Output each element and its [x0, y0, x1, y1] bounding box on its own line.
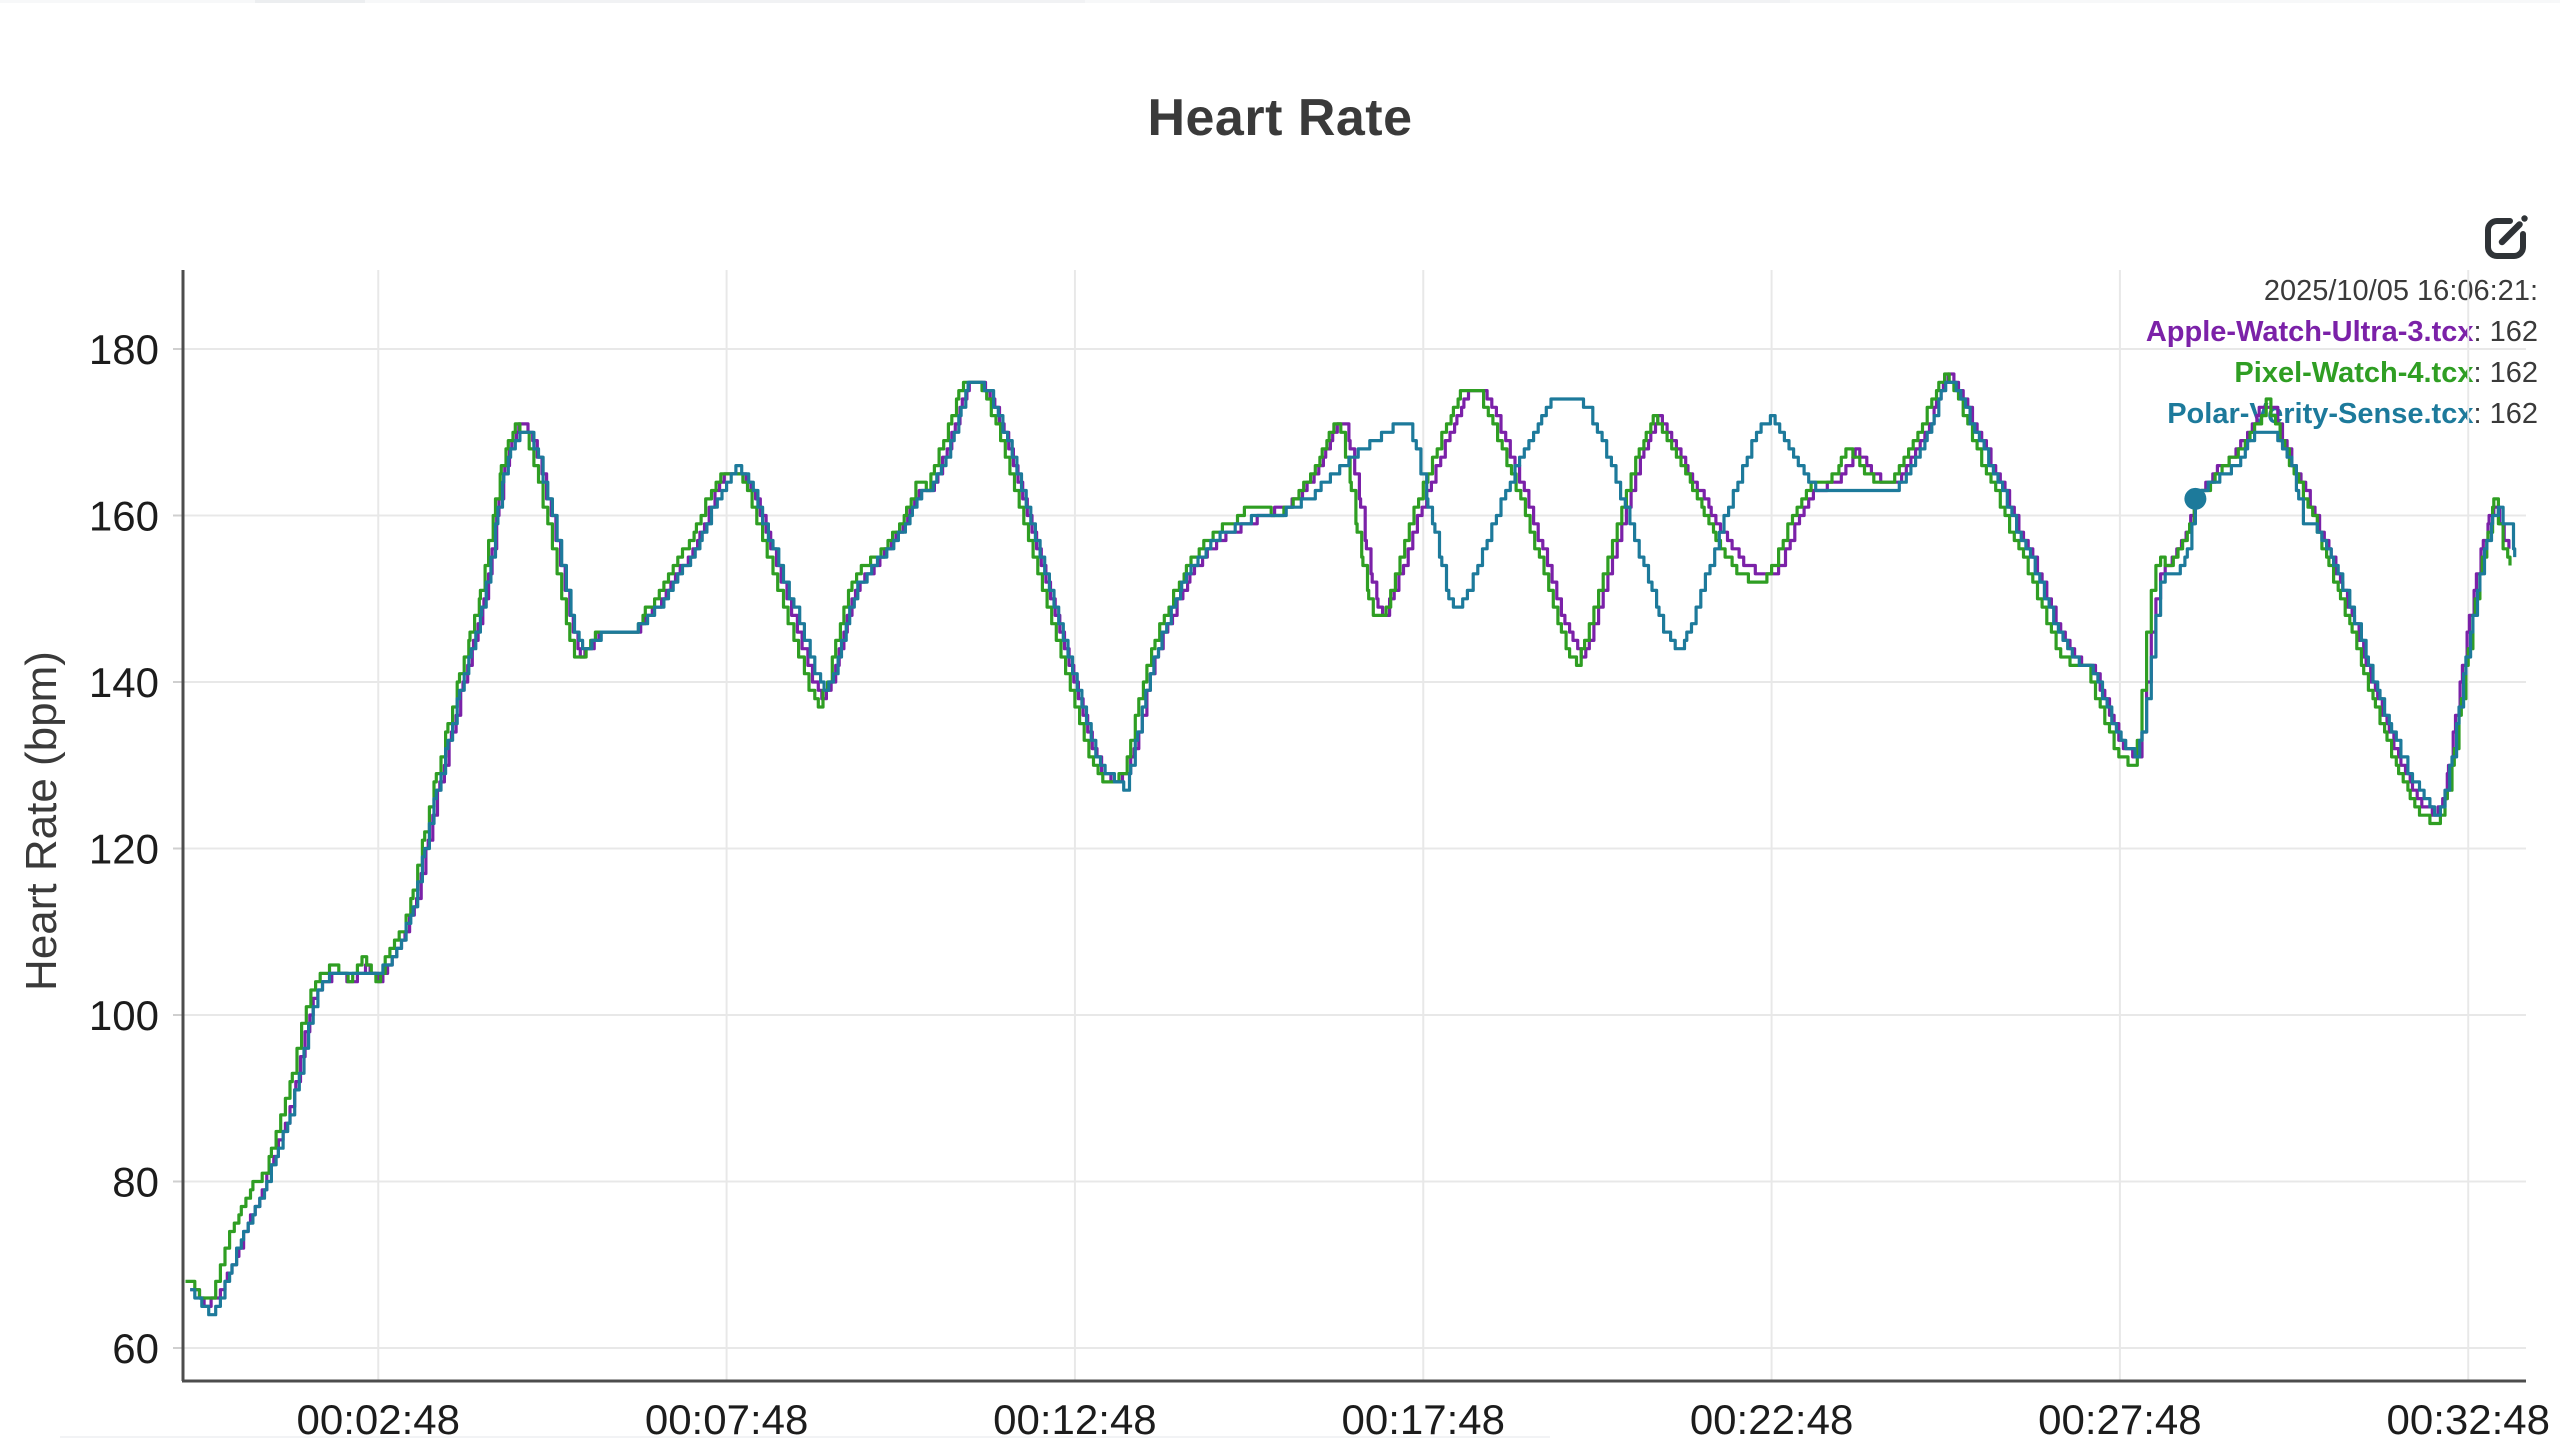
legend-series-sep: : — [2473, 357, 2490, 389]
legend-series-value: 162 — [2489, 398, 2538, 430]
legend-row-pixel-watch-4[interactable]: Pixel-Watch-4.tcx: 162 — [2146, 353, 2538, 394]
series-line-pixel-watch-4-tcx[interactable] — [185, 372, 2512, 1300]
x-tick-label: 00:32:48 — [2386, 1396, 2550, 1440]
y-tick-label: 80 — [112, 1159, 159, 1206]
chart-title: Heart Rate — [1147, 89, 1413, 147]
x-tick-label: 00:07:48 — [645, 1396, 809, 1440]
y-tick-label: 160 — [89, 493, 159, 540]
top-hairline-segment — [420, 0, 1085, 3]
edit-chart-button[interactable] — [2482, 212, 2528, 262]
legend-series-name: Pixel-Watch-4.tcx — [2234, 357, 2474, 389]
cursor-legend: 2025/10/05 16:06:21: Apple-Watch-Ultra-3… — [2146, 271, 2538, 435]
legend-series-sep: : — [2473, 398, 2490, 430]
series-line-apple-watch-ultra-3-tcx[interactable] — [190, 372, 2511, 1308]
series-line-polar-verity-sense-tcx[interactable] — [190, 380, 2517, 1317]
x-tick-label: 00:22:48 — [1690, 1396, 1854, 1440]
x-tick-label: 00:02:48 — [297, 1396, 461, 1440]
legend-series-value: 162 — [2489, 357, 2538, 389]
top-hairline-segment — [255, 0, 365, 3]
x-tick-label: 00:17:48 — [1342, 1396, 1506, 1440]
x-tick-label: 00:12:48 — [993, 1396, 1157, 1440]
legend-series-name: Polar-Verity-Sense.tcx — [2167, 398, 2474, 430]
edit-compose-icon — [2485, 215, 2528, 259]
bottom-hairline — [60, 1436, 1550, 1438]
y-tick-label: 100 — [89, 992, 159, 1039]
y-tick-label: 180 — [89, 326, 159, 373]
legend-series-name: Apple-Watch-Ultra-3.tcx — [2145, 316, 2474, 348]
top-hairline-segment — [1150, 0, 1790, 3]
legend-row-polar-verity-sense[interactable]: Polar-Verity-Sense.tcx: 162 — [2146, 394, 2538, 435]
legend-series-value: 162 — [2489, 316, 2538, 348]
y-tick-label: 60 — [112, 1325, 159, 1372]
y-tick-label: 120 — [89, 826, 159, 873]
legend-row-apple-watch-ultra-3[interactable]: Apple-Watch-Ultra-3.tcx: 162 — [2146, 312, 2538, 353]
y-tick-label: 140 — [89, 659, 159, 706]
x-tick-label: 00:27:48 — [2038, 1396, 2202, 1440]
cursor-timestamp: 2025/10/05 16:06:21: — [2263, 275, 2538, 307]
legend-series-sep: : — [2473, 316, 2490, 348]
cursor-point-dot — [2184, 487, 2207, 510]
